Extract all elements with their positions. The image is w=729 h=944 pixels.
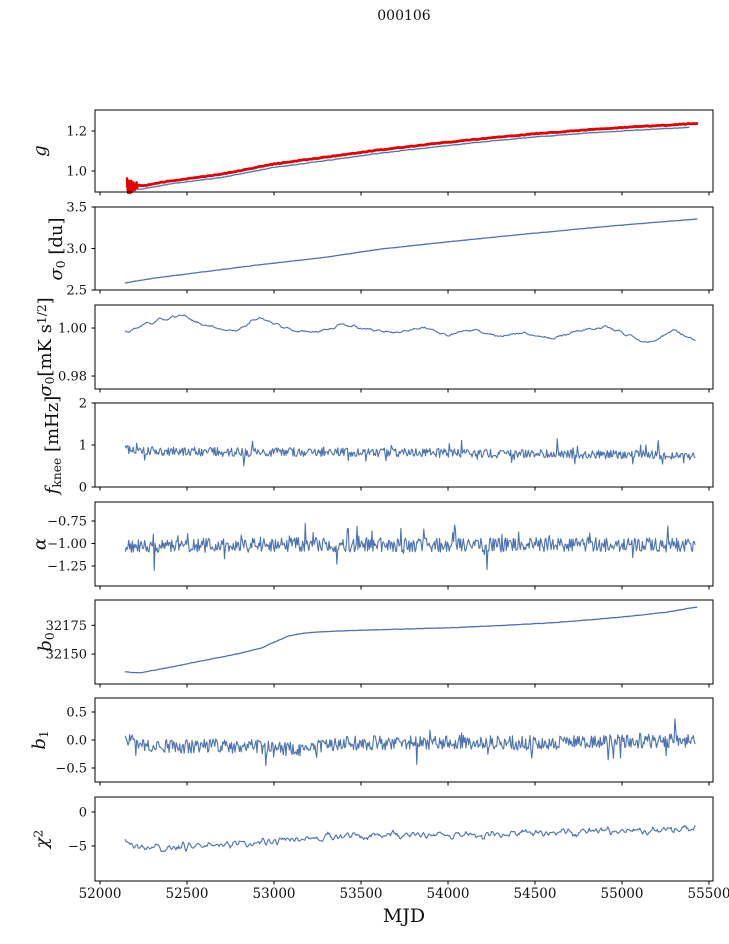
y-tick-label: 3.5 (66, 201, 87, 216)
y-axis-label-text: b (34, 640, 56, 652)
y-axis-label-text: [du] (45, 217, 67, 260)
y-axis-label-text: 1/2 (34, 304, 49, 325)
y-tick-label: 0.98 (58, 370, 87, 385)
x-tick-label: 54500 (514, 886, 557, 902)
panel-border (94, 109, 714, 193)
y-axis-label-panel-6: b1 (29, 730, 51, 749)
y-axis-label-text: 1 (37, 730, 52, 739)
y-axis-label-panel-2: σ0[mK s1/2] (35, 297, 57, 396)
panel-border (94, 599, 714, 685)
panel-border (94, 501, 714, 587)
y-tick-label: 0 (79, 481, 87, 496)
y-axis-label-text: 0 (54, 259, 69, 268)
gain-start-errorbars-red (125, 177, 139, 195)
gain-fit-red (126, 122, 699, 188)
y-tick-label: 32175 (46, 619, 87, 634)
x-tick-label: 55500 (688, 886, 729, 902)
y-axis-label-text: g (29, 145, 51, 157)
y-axis-label-text: 2 (31, 829, 46, 838)
x-axis-label: MJD (382, 905, 426, 927)
alpha-line (124, 522, 696, 571)
y-axis-label-text: ] (35, 297, 57, 305)
sigma0-mks-line (124, 314, 696, 343)
y-axis-label-text: α (29, 537, 51, 551)
y-tick-label: 0 (79, 805, 87, 820)
y-axis-label-text: [mHz] (41, 395, 63, 458)
y-tick-label: 3.0 (66, 242, 87, 257)
y-tick-label: 1.00 (58, 322, 87, 337)
y-axis-label-panel-3: fknee [mHz] (42, 396, 64, 494)
x-tick-label: 53000 (253, 886, 296, 902)
y-tick-label: 0.0 (66, 734, 87, 749)
y-tick-label: −1.25 (47, 560, 87, 575)
y-axis-label-text: 0 (43, 376, 58, 385)
chi2-line (124, 825, 696, 853)
y-tick-label: −5 (68, 839, 87, 854)
y-tick-label: 2.5 (66, 284, 87, 299)
b1-line (124, 718, 696, 767)
fknee-line (124, 438, 696, 467)
y-tick-label: 1.2 (66, 125, 87, 140)
panel-border (94, 206, 714, 291)
x-tick-label: 55000 (601, 886, 644, 902)
y-axis-label-text: 0 (43, 632, 58, 641)
y-tick-label: −0.5 (55, 762, 87, 777)
y-axis-label-panel-7: χ2 (31, 830, 52, 849)
gain-smooth-blue (125, 126, 690, 190)
y-tick-label: 2 (79, 397, 87, 412)
y-axis-label-panel-5: b0 (35, 632, 57, 651)
y-tick-label: −1.00 (47, 537, 87, 552)
y-axis-label-text: χ (31, 837, 53, 849)
x-tick-label: 52500 (166, 886, 209, 902)
panel-border (94, 796, 714, 882)
x-tick-label: 52000 (79, 886, 122, 902)
y-axis-label-panel-0: g (30, 145, 51, 157)
figure-title: 000106 (377, 8, 431, 24)
y-axis-label-panel-4: α (30, 538, 51, 550)
x-tick-label: 54000 (427, 886, 470, 902)
y-tick-label: 0.5 (66, 706, 87, 721)
b0-line (124, 606, 698, 674)
panel-border (94, 697, 714, 783)
y-tick-label: 32150 (46, 648, 87, 663)
y-axis-label-text: knee (50, 457, 65, 488)
y-axis-label-text: f (41, 487, 63, 495)
y-tick-label: −0.75 (47, 514, 87, 529)
y-tick-label: 1 (79, 439, 87, 454)
x-tick-label: 53500 (340, 886, 383, 902)
y-axis-label-text: [mK s (35, 324, 57, 377)
sigma0-du-line (124, 218, 698, 284)
panel-border (94, 402, 714, 488)
y-axis-label-text: b (28, 738, 50, 750)
y-axis-label-panel-1: σ0 [du] (46, 217, 68, 280)
y-axis-label-text: σ (45, 267, 67, 280)
y-tick-label: 1.0 (66, 165, 87, 180)
panel-border (94, 304, 714, 390)
